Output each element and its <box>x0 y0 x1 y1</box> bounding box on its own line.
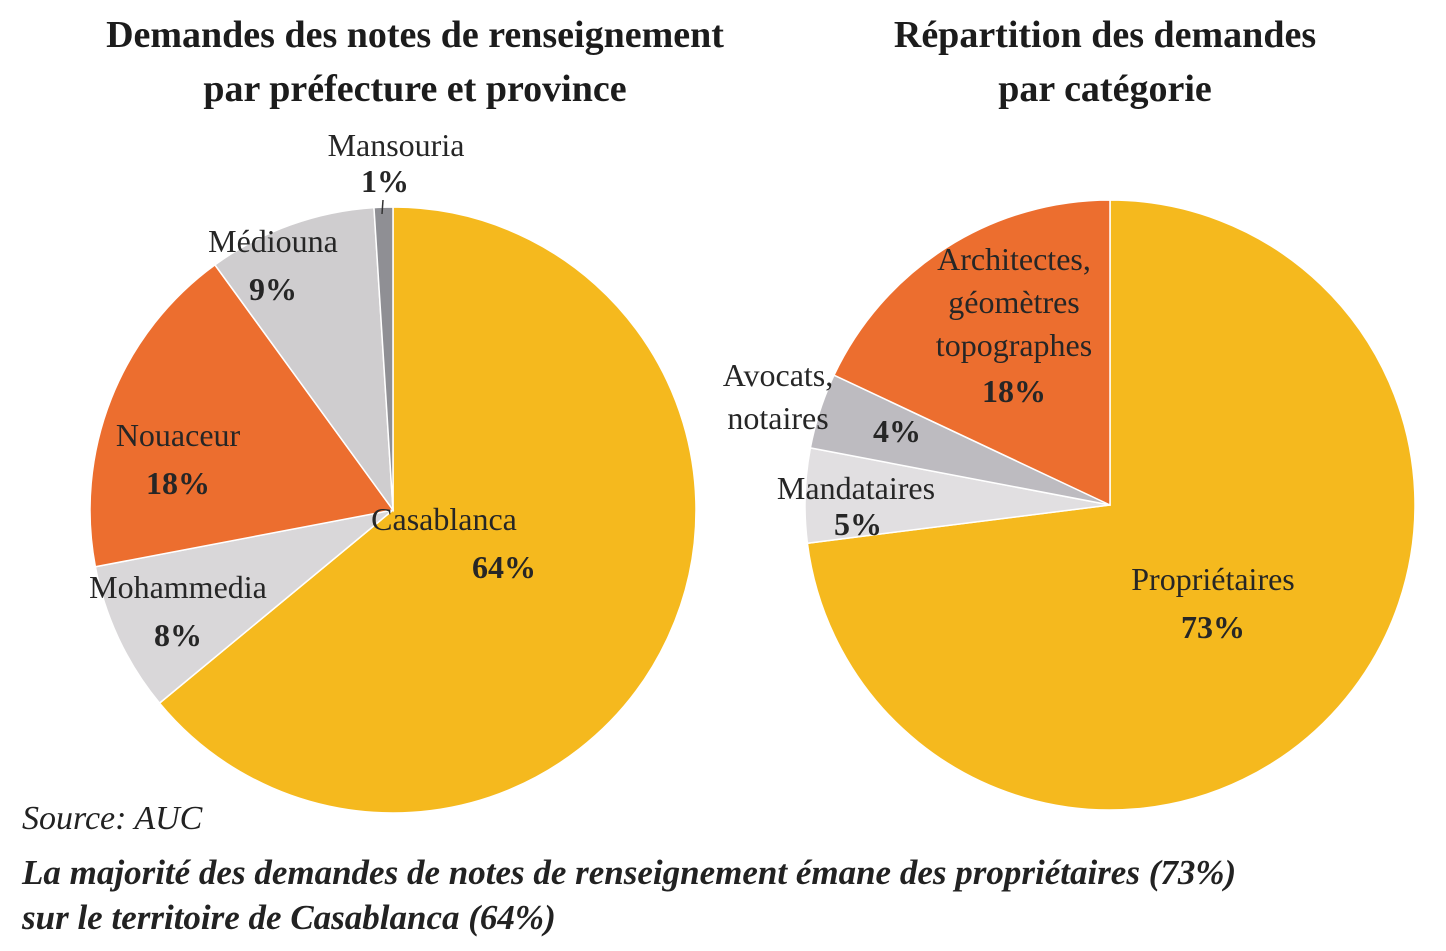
pie-labels: Casablanca 64% Mohammedia 8% Nouaceur 18% Médi… <box>89 127 1295 653</box>
pie-slice-casablanca <box>158 206 697 814</box>
pie-slice-nouaceur <box>89 263 395 568</box>
slice-label: Architectes, <box>937 241 1091 277</box>
chart-title-line: par catégorie <box>998 68 1212 110</box>
slice-value-label: 4% <box>873 413 921 449</box>
slice-value-label: 73% <box>1181 609 1245 645</box>
pie-category <box>804 199 1416 811</box>
pie-slice-architectes-geometres-topographes <box>833 199 1111 507</box>
slice-label: Médiouna <box>208 223 338 259</box>
pie-slice-proprietaires <box>806 199 1416 811</box>
slice-value-label: 64% <box>472 549 536 585</box>
slice-label: Nouaceur <box>116 417 241 453</box>
slice-label: Avocats, <box>723 357 833 393</box>
slice-label: géomètres <box>948 284 1080 320</box>
slice-label: Mansouria <box>328 127 465 163</box>
slice-value-label: 9% <box>249 271 297 307</box>
slice-value-label: 18% <box>146 465 210 501</box>
slice-label: notaires <box>727 400 828 436</box>
chart-title-line: Demandes des notes de renseignement <box>106 14 724 56</box>
slice-label: Mandataires <box>777 470 935 506</box>
slice-value-label: 8% <box>154 617 202 653</box>
leader-line <box>381 199 384 215</box>
pie-prefecture <box>89 206 697 814</box>
caption-line: La majorité des demandes de notes de ren… <box>22 853 1237 892</box>
pie-slice-mansouria <box>373 206 394 511</box>
slice-value-label: 18% <box>982 373 1046 409</box>
chart-title-line: Répartition des demandes <box>893 14 1317 56</box>
chart-title-category: Répartition des demandes par catégorie <box>800 8 1410 116</box>
slice-value-label: 1% <box>361 163 409 199</box>
chart-title-line: par préfecture et province <box>203 68 627 110</box>
pie-slice-mohammedia <box>94 509 394 705</box>
caption-line: sur le territoire de Casablanca (64%) <box>22 898 556 937</box>
slice-value-label: 5% <box>834 506 882 542</box>
chart-title-prefecture: Demandes des notes de renseignement par … <box>20 8 810 116</box>
source-note: Source: AUC <box>22 800 203 837</box>
pie-slice-mediouna <box>213 206 394 513</box>
figure-caption: La majorité des demandes de notes de ren… <box>22 850 1422 940</box>
slice-label: Propriétaires <box>1131 561 1295 597</box>
slice-label: Mohammedia <box>89 569 267 605</box>
slice-label: Casablanca <box>371 501 517 537</box>
slice-label: topographes <box>936 327 1092 363</box>
